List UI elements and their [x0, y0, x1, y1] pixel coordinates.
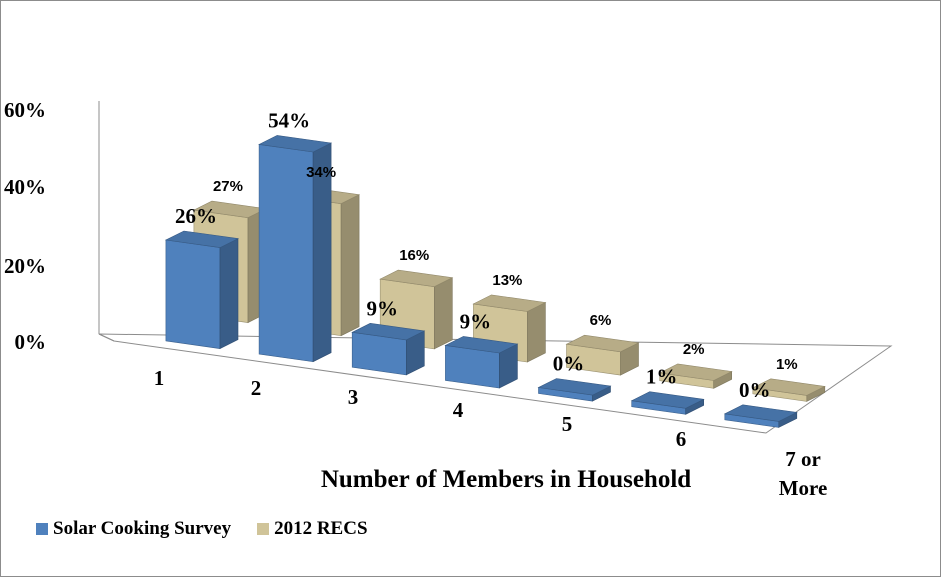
data-label-recs: 1%: [776, 356, 798, 373]
bar-recs: [751, 378, 826, 402]
bar-recs-side: [340, 194, 360, 337]
legend-label-recs: 2012 RECS: [274, 518, 368, 539]
data-label-solar: 1%: [646, 365, 678, 389]
legend: Solar Cooking Survey 2012 RECS: [36, 518, 394, 540]
x-axis-title: Number of Members in Household: [321, 466, 691, 493]
x-tick-label: 1: [154, 366, 165, 390]
data-label-recs: 16%: [399, 247, 429, 264]
data-label-solar: 54%: [268, 108, 310, 132]
data-label-solar: 0%: [553, 352, 585, 376]
x-tick-label: 2: [251, 376, 262, 400]
bar-solar: [537, 378, 612, 402]
bar-recs-top: [751, 378, 826, 396]
legend-item-solar: Solar Cooking Survey: [36, 518, 231, 540]
floor-left-edge: [98, 333, 115, 342]
bar-recs-side: [433, 277, 453, 350]
bar-solar-top: [630, 391, 705, 409]
bar-solar-front: [165, 239, 221, 349]
bar-recs-top: [658, 363, 733, 381]
data-label-solar: 0%: [739, 378, 771, 402]
bar-solar-side: [219, 238, 239, 350]
x-tick-label: 7 or: [785, 447, 821, 471]
x-tick-label: 4: [453, 398, 464, 422]
y-tick-label: 0%: [15, 330, 47, 354]
bar-recs-top: [565, 334, 640, 353]
bar-solar: [164, 230, 239, 350]
legend-swatch-solar: [36, 523, 48, 535]
bar-recs-top: [472, 294, 547, 312]
y-tick-label: 20%: [4, 254, 46, 278]
x-tick-label: 6: [676, 427, 687, 451]
data-label-recs: 2%: [683, 341, 705, 358]
bar-solar: [351, 322, 426, 376]
data-label-solar: 26%: [175, 204, 217, 228]
bar-solar-top: [444, 336, 519, 354]
bar-solar-top: [723, 404, 798, 422]
bar-solar: [723, 404, 798, 428]
legend-swatch-recs: [257, 523, 270, 535]
x-tick-label: More: [779, 476, 828, 500]
data-label-recs: 27%: [213, 178, 243, 195]
bar-solar-front: [258, 144, 314, 363]
data-label-recs: 6%: [590, 312, 612, 329]
bar-solar-top: [164, 230, 239, 248]
data-label-recs: 13%: [492, 272, 522, 289]
bar-recs-top: [379, 269, 454, 288]
bar-solar-top: [351, 322, 426, 341]
chart-axes: [98, 101, 893, 434]
chart-labels: 0% 20% 40% 60% 1 2 3 4 5 6 7 or More 27% 34% 16% 13% 6% 2…: [4, 98, 827, 500]
bar-solar-top: [258, 135, 333, 153]
bar-recs: [565, 334, 640, 376]
bar-solar: [444, 336, 519, 389]
legend-label-solar: Solar Cooking Survey: [53, 518, 232, 539]
data-label-solar: 9%: [366, 296, 398, 320]
bar-recs: [658, 363, 733, 389]
bar-solar: [630, 391, 705, 415]
chart-bars: [164, 135, 826, 428]
bar-solar-top: [537, 378, 612, 396]
data-label-recs: 34%: [306, 164, 336, 181]
y-tick-label: 40%: [4, 175, 46, 199]
x-tick-label: 3: [348, 385, 359, 409]
y-tick-label: 60%: [4, 98, 46, 122]
data-label-solar: 9%: [460, 309, 492, 333]
legend-item-recs: 2012 RECS: [257, 518, 368, 540]
x-tick-label: 5: [562, 412, 573, 436]
bar-solar: [258, 135, 333, 363]
bar-recs-side: [527, 302, 546, 363]
